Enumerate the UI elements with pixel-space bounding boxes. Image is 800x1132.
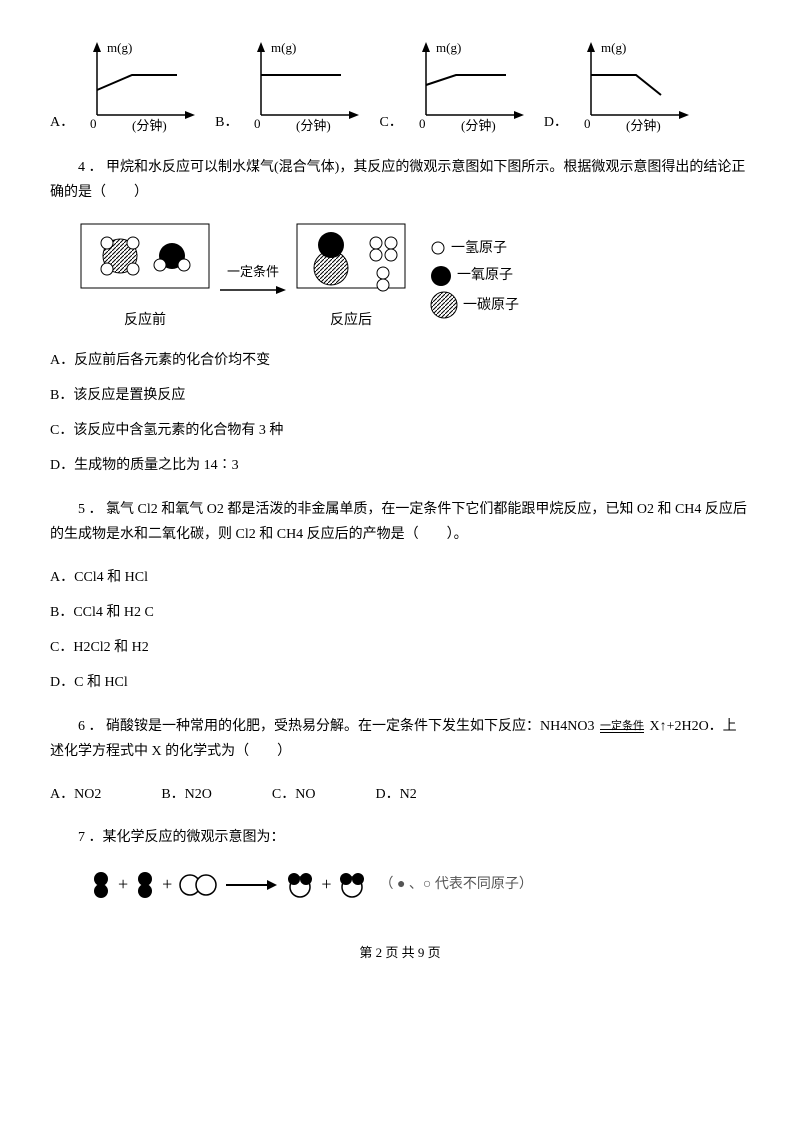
graph-c: m(g) 0 (分钟) <box>411 40 536 135</box>
svg-text:0: 0 <box>584 116 591 131</box>
question-6: 6 ． 硝酸铵是一种常用的化肥，受热易分解。在一定条件下发生如下反应：NH4NO… <box>50 714 750 764</box>
option-letter: D． <box>544 110 568 135</box>
y-label: m(g) <box>107 40 132 55</box>
option-d[interactable]: D．C 和 HCl <box>50 670 750 695</box>
svg-text:m(g): m(g) <box>436 40 461 55</box>
option-a[interactable]: A．反应前后各元素的化合价均不变 <box>50 348 750 373</box>
graph-options-row: A． m(g) 0 (分钟) B． m(g) 0 (分钟) C． m(g) 0 … <box>50 40 750 135</box>
svg-text:(分钟): (分钟) <box>461 118 496 133</box>
svg-text:0: 0 <box>254 116 261 131</box>
x-label: (分钟) <box>132 118 167 133</box>
option-b[interactable]: B．该反应是置换反应 <box>50 383 750 408</box>
graph-b: m(g) 0 (分钟) <box>246 40 371 135</box>
svg-text:m(g): m(g) <box>601 40 626 55</box>
svg-text:0: 0 <box>90 116 97 131</box>
question-text: 4 ． 甲烷和水反应可以制水煤气(混合气体)，其反应的微观示意图如下图所示。根据… <box>50 155 750 205</box>
atom-legend: 一氢原子 一氧原子 一碳原子 <box>429 236 519 320</box>
option-b[interactable]: B．N2O <box>161 782 212 807</box>
option-letter: A． <box>50 110 74 135</box>
option-d[interactable]: D．生成物的质量之比为 14∶3 <box>50 453 750 478</box>
question-text: 7 ．某化学反应的微观示意图为： <box>50 825 285 850</box>
svg-text:0: 0 <box>419 116 426 131</box>
question-text: 5 ． 氯气 Cl2 和氧气 O2 都是活泼的非金属单质，在一定条件下它们都能跟… <box>50 497 750 547</box>
option-letter: B． <box>215 110 238 135</box>
arrow-icon <box>218 284 288 296</box>
products-box <box>296 223 406 298</box>
q6-part1: 6 ． 硝酸铵是一种常用的化肥，受热易分解。在一定条件下发生如下反应：NH4NO… <box>78 719 594 734</box>
reaction-diagram: 反应前 一定条件 反应后 一氢原子 一氧原子 一碳原子 <box>80 223 750 332</box>
reactants-box <box>80 223 210 298</box>
graph-a: m(g) 0 (分钟) <box>82 40 207 135</box>
graph-d: m(g) 0 (分钟) <box>576 40 701 135</box>
option-d[interactable]: D．N2 <box>375 782 416 807</box>
page-footer: 第 2 页 共 9 页 <box>50 941 750 964</box>
option-b[interactable]: B．CCl4 和 H2 C <box>50 600 750 625</box>
option-a[interactable]: A．NO2 <box>50 782 101 807</box>
svg-text:(分钟): (分钟) <box>626 118 661 133</box>
svg-text:m(g): m(g) <box>271 40 296 55</box>
option-c[interactable]: C．H2Cl2 和 H2 <box>50 635 750 660</box>
question-4: 4 ． 甲烷和水反应可以制水煤气(混合气体)，其反应的微观示意图如下图所示。根据… <box>50 155 750 205</box>
after-label: 反应后 <box>296 308 406 333</box>
arrow-label: 一定条件 <box>227 260 279 283</box>
question-7: 7 ．某化学反应的微观示意图为： <box>50 825 750 850</box>
option-letter: C． <box>379 110 402 135</box>
svg-text:(分钟): (分钟) <box>296 118 331 133</box>
before-label: 反应前 <box>80 308 210 333</box>
molecular-equation: + + + （ ● 、○ 代表不同原子） <box>90 868 750 900</box>
option-a[interactable]: A．CCl4 和 HCl <box>50 565 750 590</box>
option-c[interactable]: C．该反应中含氢元素的化合物有 3 种 <box>50 418 750 443</box>
atom-note: （ ● 、○ 代表不同原子） <box>379 872 532 897</box>
question-5: 5 ． 氯气 Cl2 和氧气 O2 都是活泼的非金属单质，在一定条件下它们都能跟… <box>50 497 750 547</box>
option-c[interactable]: C．NO <box>272 782 316 807</box>
